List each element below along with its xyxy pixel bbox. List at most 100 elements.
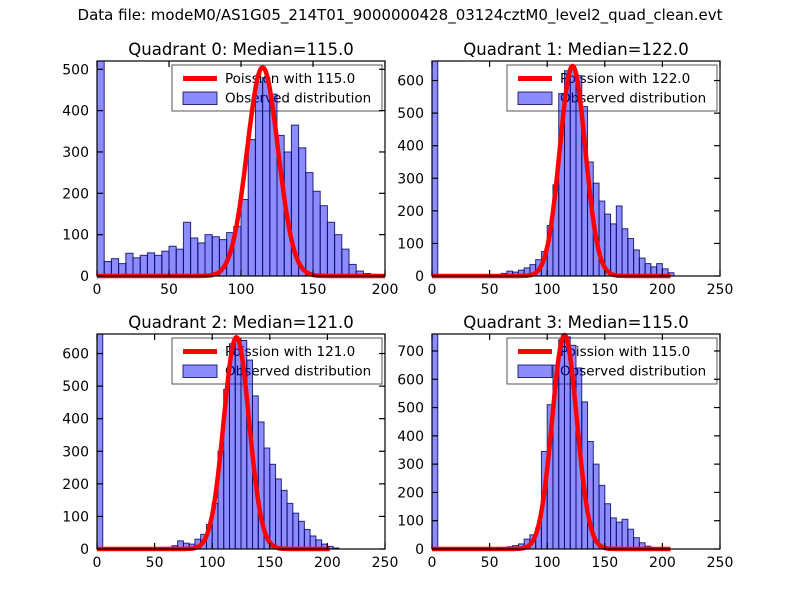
histogram-bar	[269, 463, 277, 550]
histogram-bar	[182, 221, 192, 277]
legend: Poission with 115.0 Observed distribution	[171, 64, 383, 112]
legend-label-poisson: Poission with 121.0	[225, 344, 355, 360]
legend-label-observed: Observed distribution	[560, 91, 706, 107]
histogram-bar	[234, 338, 242, 550]
axes-frame	[431, 333, 721, 550]
quadrant-2-plot: Poission with 121.0 Observed distribution…	[62, 333, 398, 571]
histogram-bars	[96, 60, 386, 277]
y-tick-label: 700	[397, 344, 424, 360]
legend: Poission with 122.0 Observed distribution	[506, 64, 718, 112]
histogram-bar	[298, 520, 305, 550]
histogram-bar	[633, 249, 640, 277]
histogram-bar	[558, 339, 565, 550]
histogram-bar	[621, 228, 629, 277]
axis-ticks: 0 50 100 150 200 250 0 100 200 300 400 500 600	[397, 61, 733, 298]
y-tick-label: 100	[397, 236, 424, 252]
y-tick-label: 300	[397, 457, 424, 473]
x-tick-label: 0	[428, 282, 437, 298]
histogram-bar	[621, 518, 629, 550]
histogram-bar	[154, 254, 163, 277]
y-tick-label: 0	[80, 542, 89, 558]
y-tick-label: 200	[62, 477, 89, 493]
histogram-bar	[319, 205, 328, 277]
histogram-bar	[627, 528, 635, 550]
legend-box	[171, 337, 383, 385]
y-tick-label: 200	[397, 485, 424, 501]
legend-label-poisson: Poission with 122.0	[560, 71, 690, 87]
histogram-bar	[146, 252, 156, 277]
x-tick-label: 250	[707, 555, 734, 571]
y-tick-label: 600	[397, 74, 424, 90]
x-tick-label: 0	[93, 282, 102, 298]
histogram-bar	[604, 503, 612, 550]
quadrant-3-plot: Poission with 115.0 Observed distribution…	[397, 332, 734, 571]
y-tick-label: 400	[397, 139, 424, 155]
y-tick-label: 500	[397, 401, 424, 417]
histogram-bar	[292, 512, 300, 550]
figure-title: Data file: modeM0/AS1G05_214T01_90000004…	[77, 6, 723, 24]
histogram-bar	[110, 258, 120, 277]
legend-box	[506, 337, 718, 385]
x-tick-label: 0	[428, 555, 437, 571]
histogram-bar	[240, 199, 249, 277]
histogram-bar	[563, 336, 571, 550]
histogram-bar	[262, 77, 271, 277]
x-tick-label: 50	[481, 282, 499, 298]
y-tick-label: 100	[62, 228, 89, 244]
histogram-bar	[190, 237, 199, 277]
axes-frame	[96, 333, 386, 550]
x-tick-label: 100	[228, 282, 255, 298]
y-tick-label: 0	[80, 269, 89, 285]
legend-patch-swatch	[182, 364, 218, 378]
histogram-bar	[286, 502, 294, 550]
y-tick-label: 400	[62, 104, 89, 120]
y-tick-label: 500	[397, 106, 424, 122]
axes-frame	[431, 60, 721, 277]
histogram-bar	[610, 517, 617, 550]
y-tick-label: 300	[62, 145, 89, 161]
histogram-bar	[615, 521, 623, 550]
histogram-bar	[275, 478, 282, 550]
x-tick-label: 250	[707, 282, 734, 298]
histogram-bar	[305, 172, 314, 277]
histogram-bar	[627, 238, 635, 277]
quadrant-0-title: Quadrant 0: Median=115.0	[128, 40, 354, 59]
x-tick-label: 150	[256, 555, 283, 571]
histogram-bar	[247, 139, 256, 277]
y-tick-label: 600	[62, 347, 89, 363]
axis-ticks: 0 50 100 150 200 250 0 100 200 300 400 500 600	[62, 334, 398, 571]
legend-patch-swatch	[517, 364, 553, 378]
legend-label-observed: Observed distribution	[560, 364, 706, 380]
histogram-bar	[615, 205, 623, 277]
histogram-bar	[598, 484, 606, 550]
y-tick-label: 300	[62, 444, 89, 460]
histogram-bar	[569, 67, 577, 277]
x-tick-label: 50	[160, 282, 178, 298]
x-tick-label: 50	[481, 555, 499, 571]
histogram-bar	[197, 242, 206, 277]
histogram-bar	[326, 221, 336, 277]
legend-box	[506, 64, 718, 112]
quadrant-2-title: Quadrant 2: Median=121.0	[128, 313, 354, 332]
histogram-bar	[303, 528, 311, 550]
histogram-bar	[139, 254, 148, 277]
histogram-bar	[298, 147, 307, 277]
legend-label-poisson: Poission with 115.0	[560, 344, 690, 360]
quadrant-0-plot: Poission with 115.0 Observed distribution…	[62, 60, 398, 298]
y-tick-label: 0	[415, 542, 424, 558]
legend-label-observed: Observed distribution	[225, 364, 371, 380]
x-tick-label: 100	[534, 555, 561, 571]
histogram-bar	[280, 489, 288, 550]
legend: Poission with 121.0 Observed distribution	[171, 337, 383, 385]
y-tick-label: 400	[62, 412, 89, 428]
x-tick-label: 150	[300, 282, 327, 298]
x-tick-label: 150	[591, 282, 618, 298]
x-tick-label: 200	[649, 282, 676, 298]
y-tick-label: 500	[62, 62, 89, 78]
histogram-bar	[312, 190, 321, 277]
y-tick-label: 400	[397, 429, 424, 445]
histogram-bar	[431, 333, 439, 550]
x-tick-label: 150	[591, 555, 618, 571]
